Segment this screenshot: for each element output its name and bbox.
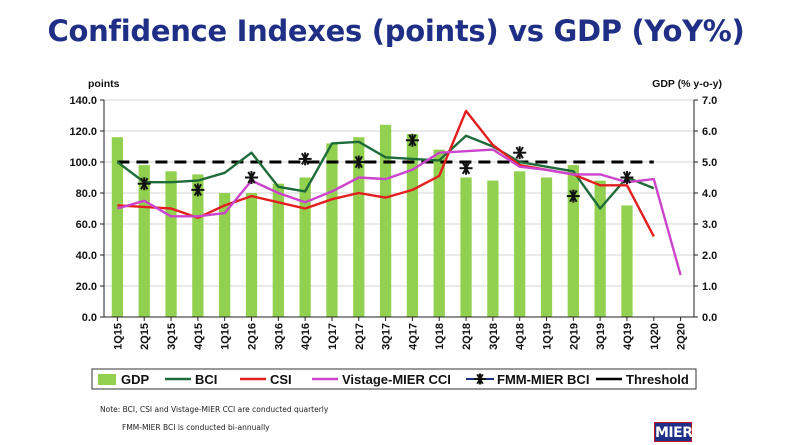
x-tick-label: 2Q18 xyxy=(461,323,473,350)
left-tick-label: 60.0 xyxy=(76,219,97,231)
legend: GDP BCI CSI Vistage-MIER CCI FMM-MIER BCI Thr… xyxy=(91,368,697,390)
right-tick-label: 5.0 xyxy=(702,157,717,169)
x-tick-label: 1Q17 xyxy=(327,323,339,350)
x-tick-label: 1Q16 xyxy=(220,323,232,350)
right-tick-label: 0.0 xyxy=(702,312,717,324)
gdp-bar xyxy=(219,193,231,317)
x-tick-label: 3Q16 xyxy=(273,323,285,350)
gdp-bar xyxy=(111,137,124,317)
fmm-markers xyxy=(137,133,634,203)
left-tick-label: 140.0 xyxy=(69,95,97,107)
gdp-bar xyxy=(433,149,445,317)
x-tick-label: 3Q19 xyxy=(595,323,607,350)
x-tick-label: 3Q15 xyxy=(166,323,178,350)
gdp-bar xyxy=(460,177,472,317)
x-tick-label: 4Q19 xyxy=(622,323,634,350)
legend-label: FMM-MIER BCI xyxy=(497,372,589,387)
fmm-marker xyxy=(566,189,580,203)
legend-box xyxy=(91,368,697,390)
series-line-bci xyxy=(116,134,655,210)
right-axis-label: GDP (% y-o-y) xyxy=(652,78,722,90)
right-tick-label: 7.0 xyxy=(702,95,717,107)
x-tick-label: 1Q18 xyxy=(434,323,446,350)
gdp-bars xyxy=(111,124,633,317)
x-tick-label: 1Q20 xyxy=(649,323,661,350)
x-tick-label: 2Q19 xyxy=(568,323,580,350)
left-tick-label: 40.0 xyxy=(76,250,97,262)
x-tick-label: 4Q15 xyxy=(193,323,205,350)
legend-swatch-gdp xyxy=(98,374,116,385)
gdp-bar xyxy=(192,174,204,317)
x-tick-label: 2Q17 xyxy=(354,323,366,350)
left-axis-label: points xyxy=(88,78,120,90)
legend-label: Vistage-MIER CCI xyxy=(342,372,451,387)
right-tick-label: 4.0 xyxy=(702,188,717,200)
fmm-marker xyxy=(137,177,151,191)
right-tick-label: 2.0 xyxy=(702,250,717,262)
gdp-bar xyxy=(487,180,499,317)
gdp-bar xyxy=(567,165,579,317)
right-tick-label: 3.0 xyxy=(702,219,717,231)
gdp-bar xyxy=(299,177,311,317)
legend-label: GDP xyxy=(121,372,150,387)
left-tick-label: 100.0 xyxy=(69,157,97,169)
left-tick-label: 20.0 xyxy=(76,281,97,293)
legend-label: BCI xyxy=(195,372,217,387)
fmm-marker xyxy=(298,152,312,166)
right-tick-label: 6.0 xyxy=(702,126,717,138)
fmm-marker xyxy=(405,133,419,147)
x-tick-label: 4Q17 xyxy=(407,323,419,350)
legend-label: CSI xyxy=(270,372,292,387)
left-tick-label: 80.0 xyxy=(76,188,97,200)
series-line-vistage-mier-cci xyxy=(117,148,682,276)
right-tick-label: 1.0 xyxy=(702,281,717,293)
x-tick-label: 1Q15 xyxy=(112,323,124,350)
gdp-bar xyxy=(272,183,284,317)
fmm-marker xyxy=(620,171,634,184)
left-tick-label: 0.0 xyxy=(82,312,97,324)
fmm-marker xyxy=(459,161,473,175)
gdp-bar xyxy=(406,134,419,317)
left-tick-label: 120.0 xyxy=(69,126,97,138)
gdp-bar xyxy=(326,143,338,317)
index-lines xyxy=(116,109,682,276)
legend-label: Threshold xyxy=(626,372,689,387)
x-tick-label: 4Q16 xyxy=(300,323,312,350)
fmm-marker xyxy=(191,183,205,197)
legend-swatch-marker xyxy=(474,373,486,385)
note-quarterly: Note: BCI, CSI and Vistage-MIER CCI are … xyxy=(100,405,329,414)
gdp-bar xyxy=(540,177,553,317)
x-tick-label: 1Q19 xyxy=(542,323,554,350)
chart-title: Confidence Indexes (points) vs GDP (YoY%… xyxy=(47,14,745,48)
gdp-bar xyxy=(353,137,365,317)
x-tick-label: 2Q16 xyxy=(247,323,259,350)
fmm-marker xyxy=(352,155,366,169)
note-biannual: FMM-MIER BCI is conducted bi-annually xyxy=(122,423,270,432)
fmm-marker xyxy=(513,146,527,160)
x-tick-label: 3Q17 xyxy=(381,323,393,350)
gdp-bar xyxy=(621,205,633,317)
x-tick-label: 2Q20 xyxy=(676,323,688,350)
gdp-bar xyxy=(514,171,526,317)
gdp-bar xyxy=(379,124,392,317)
gdp-bar xyxy=(138,165,150,317)
x-tick-label: 2Q15 xyxy=(139,323,151,350)
x-tick-label: 3Q18 xyxy=(488,323,500,350)
gdp-bar xyxy=(594,180,606,317)
mier-logo: MIER xyxy=(654,422,693,442)
fmm-marker xyxy=(245,171,258,184)
axes: 0.0 20.0 40.0 60.0 80.0 100.0 120.0 140.0 0.0 1.0… xyxy=(69,78,722,350)
x-tick-label: 4Q18 xyxy=(515,323,527,350)
gdp-bar xyxy=(245,193,258,317)
gdp-bar xyxy=(165,171,177,317)
